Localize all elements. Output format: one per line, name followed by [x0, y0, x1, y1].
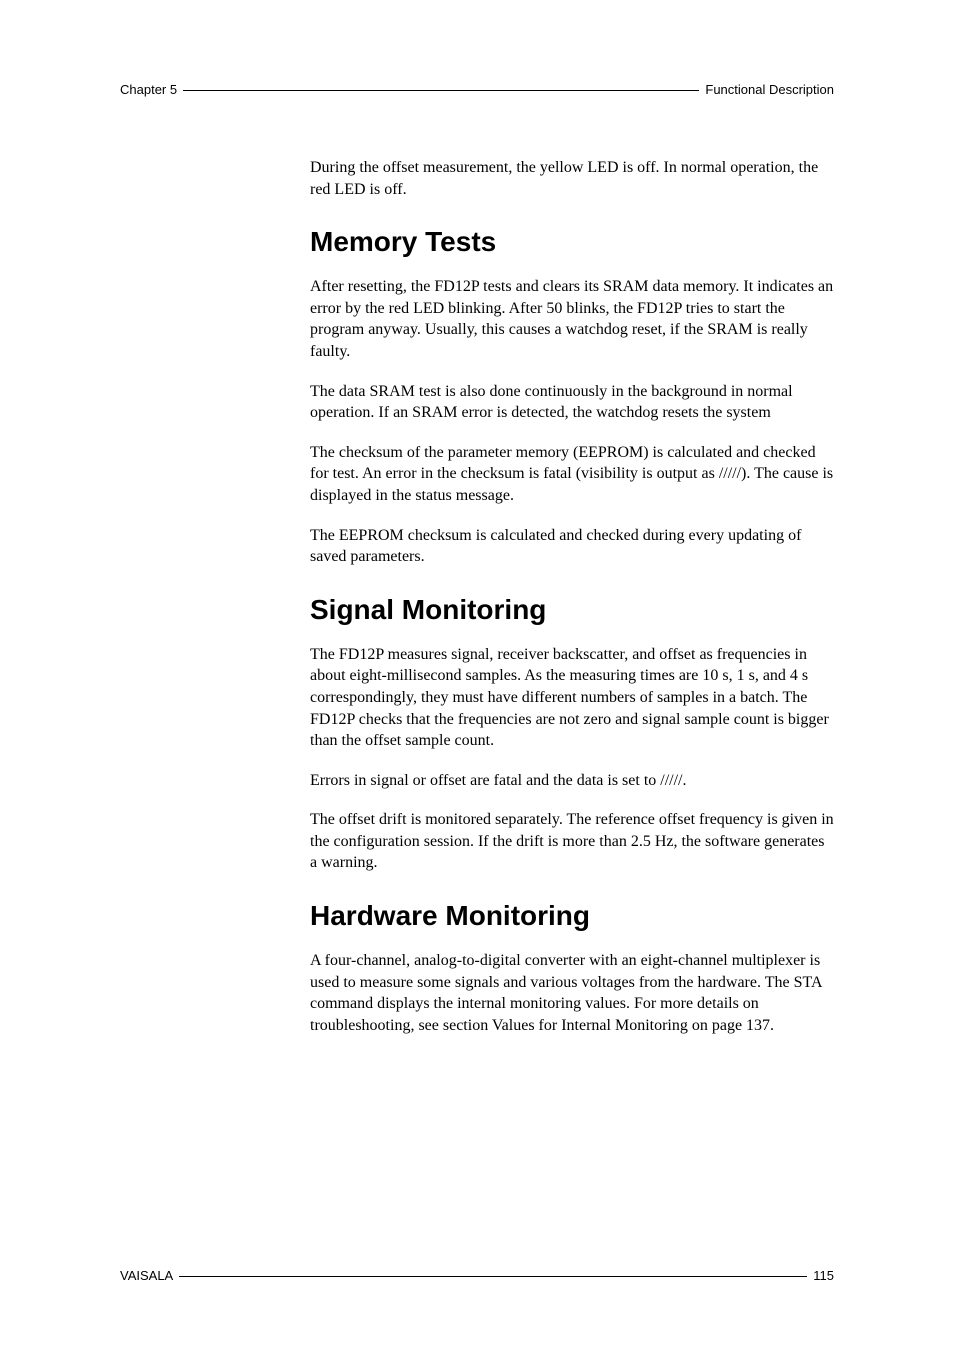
page-footer: VAISALA 115 [120, 1268, 834, 1283]
section-title-signal-monitoring: Signal Monitoring [310, 594, 834, 626]
section-title-memory-tests: Memory Tests [310, 226, 834, 258]
header-rule [183, 90, 699, 91]
content-area: During the offset measurement, the yello… [310, 157, 834, 1036]
signal-paragraph-1: The FD12P measures signal, receiver back… [310, 644, 834, 752]
signal-paragraph-3: The offset drift is monitored separately… [310, 809, 834, 874]
header-left: Chapter 5 [120, 82, 177, 97]
intro-paragraph: During the offset measurement, the yello… [310, 157, 834, 200]
section-title-hardware-monitoring: Hardware Monitoring [310, 900, 834, 932]
header-right: Functional Description [705, 82, 834, 97]
hardware-paragraph-1: A four-channel, analog-to-digital conver… [310, 950, 834, 1036]
memory-paragraph-1: After resetting, the FD12P tests and cle… [310, 276, 834, 362]
signal-paragraph-2: Errors in signal or offset are fatal and… [310, 770, 834, 792]
memory-paragraph-3: The checksum of the parameter memory (EE… [310, 442, 834, 507]
memory-paragraph-4: The EEPROM checksum is calculated and ch… [310, 525, 834, 568]
page: Chapter 5 Functional Description During … [0, 0, 954, 1114]
memory-paragraph-2: The data SRAM test is also done continuo… [310, 381, 834, 424]
footer-rule [179, 1276, 807, 1277]
footer-page-number: 115 [813, 1268, 834, 1283]
page-header: Chapter 5 Functional Description [120, 82, 834, 97]
footer-left: VAISALA [120, 1268, 173, 1283]
